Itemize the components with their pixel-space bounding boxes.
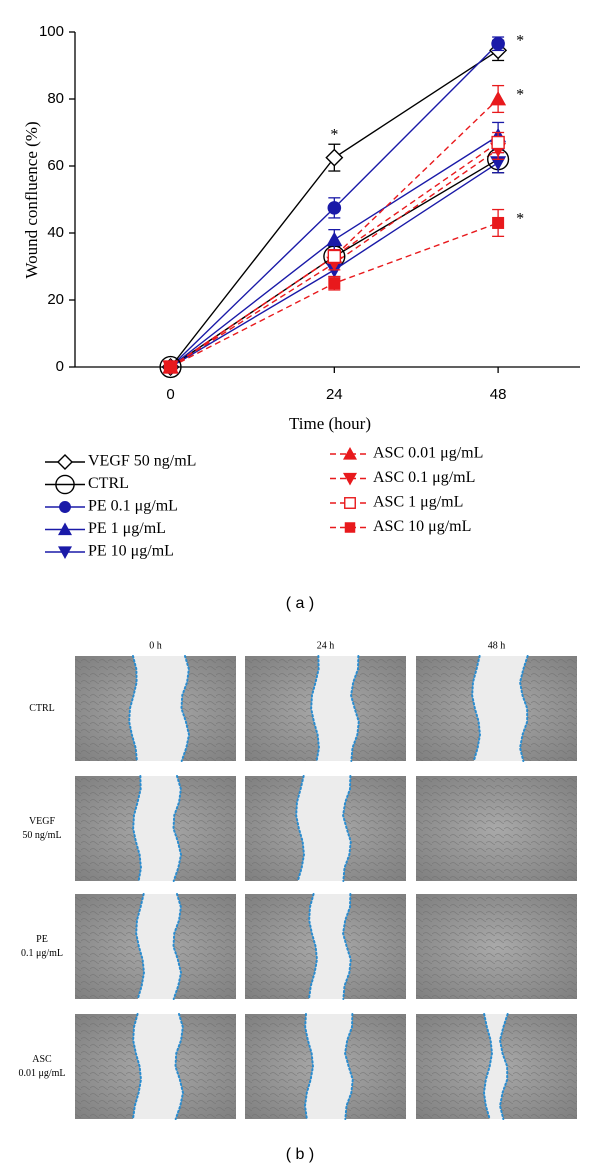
wound-edge <box>482 1013 493 1120</box>
wound-edge <box>344 1013 354 1120</box>
wound-edge <box>303 1013 314 1120</box>
annotation: * <box>516 33 524 50</box>
panel-label: ( b ) <box>286 1146 314 1163</box>
wound-gap <box>472 656 528 761</box>
marker <box>159 355 182 379</box>
marker <box>55 474 75 495</box>
micrograph-texture <box>416 894 577 999</box>
wound-edge <box>308 893 318 1000</box>
marker <box>325 148 344 167</box>
wound-gap <box>296 776 351 881</box>
row-label: ASC <box>32 1054 52 1065</box>
y-tick-label: 80 <box>47 90 64 107</box>
legend-label: PE 1 μg/mL <box>88 520 166 537</box>
legend-label: ASC 0.1 μg/mL <box>373 469 475 486</box>
marker <box>327 201 342 215</box>
marker-box <box>491 135 505 150</box>
legend-label: PE 0.1 μg/mL <box>88 498 178 515</box>
wound-edge <box>342 775 352 882</box>
y-tick-label: 0 <box>56 358 64 375</box>
y-tick-label: 100 <box>39 23 64 40</box>
marker <box>343 472 357 486</box>
wound-edge <box>135 893 145 1000</box>
x-tick-label: 0 <box>166 386 174 403</box>
legend-label: CTRL <box>88 475 129 492</box>
x-tick-label: 48 <box>490 386 507 403</box>
wound-edge <box>471 655 481 762</box>
y-axis-label: Wound confluence (%) <box>22 121 41 278</box>
wound-edge <box>172 893 183 1000</box>
marker <box>58 546 72 559</box>
row-label: CTRL <box>29 703 55 714</box>
panel-label: ( a ) <box>286 595 314 612</box>
annotation: * <box>516 210 524 227</box>
series-line <box>170 141 499 368</box>
y-tick-label: 20 <box>47 291 64 308</box>
legend-label: PE 10 μg/mL <box>88 543 174 560</box>
column-header: 48 h <box>488 640 506 651</box>
y-tick-label: 40 <box>47 224 64 241</box>
row-label: 0.1 μg/mL <box>21 948 63 959</box>
legend-label: ASC 0.01 μg/mL <box>373 445 483 462</box>
wound-gap <box>129 656 189 761</box>
marker <box>328 277 341 290</box>
row-label: 50 ng/mL <box>22 830 61 841</box>
legend-label: VEGF 50 ng/mL <box>88 453 196 470</box>
wound-gap <box>305 1014 353 1119</box>
marker <box>164 361 177 373</box>
marker <box>343 447 357 460</box>
legend-label: ASC 10 μg/mL <box>373 518 471 535</box>
annotation: * <box>516 86 524 103</box>
marker <box>490 91 507 106</box>
wound-gap <box>311 656 359 761</box>
column-header: 0 h <box>149 640 162 651</box>
wound-gap <box>133 1014 183 1119</box>
marker <box>59 501 71 513</box>
wound-edge <box>132 775 142 882</box>
wound-edge <box>342 893 352 1000</box>
x-tick-label: 24 <box>326 386 343 403</box>
marker-box <box>327 249 342 264</box>
marker <box>326 231 343 247</box>
marker <box>491 135 505 150</box>
column-header: 24 h <box>317 640 335 651</box>
wound-edge <box>180 655 191 762</box>
wound-edge <box>518 655 529 762</box>
marker <box>327 249 342 264</box>
marker <box>492 216 505 229</box>
wound-edge <box>498 1013 509 1120</box>
wound-edge <box>310 655 320 762</box>
legend-label: ASC 1 μg/mL <box>373 494 463 511</box>
wound-edge <box>172 775 183 882</box>
row-label: 0.01 μg/mL <box>18 1068 65 1079</box>
marker <box>58 522 72 536</box>
marker-box <box>344 497 356 509</box>
wound-edge <box>174 1013 185 1120</box>
marker <box>57 454 73 470</box>
y-tick-label: 60 <box>47 157 64 174</box>
marker <box>344 497 356 509</box>
wound-edge <box>350 655 360 762</box>
wound-gap <box>136 894 181 999</box>
wound-edge <box>295 775 305 882</box>
marker <box>344 522 356 533</box>
row-label: PE <box>36 934 48 945</box>
wound-gap <box>133 776 181 881</box>
wound-gap <box>309 894 351 999</box>
annotation: * <box>330 127 338 144</box>
micrograph-texture <box>416 776 577 881</box>
row-label: VEGF <box>29 816 56 827</box>
wound-edge <box>128 655 138 762</box>
x-axis-label: Time (hour) <box>289 414 371 433</box>
marker <box>491 36 505 51</box>
wound-edge <box>132 1013 142 1120</box>
